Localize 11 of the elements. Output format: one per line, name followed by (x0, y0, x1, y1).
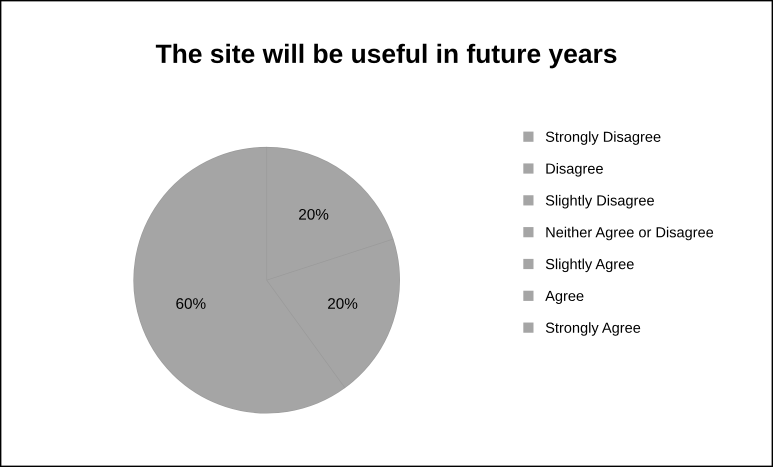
data-label: 60% (176, 298, 206, 309)
legend-label: Slightly Agree (546, 258, 634, 272)
data-label: 20% (299, 208, 328, 220)
legend-label: Agree (545, 290, 584, 304)
data-label: 20% (328, 298, 358, 309)
legend-label: Disagree (546, 163, 603, 177)
legend-label: Strongly Disagree (546, 131, 660, 145)
legend-label: Strongly Agree (546, 322, 640, 336)
chart-title: The site will be useful in future years (156, 44, 616, 68)
legend-label: Slightly Disagree (546, 194, 654, 208)
legend-label: Neither Agree or Disagree (546, 226, 714, 240)
